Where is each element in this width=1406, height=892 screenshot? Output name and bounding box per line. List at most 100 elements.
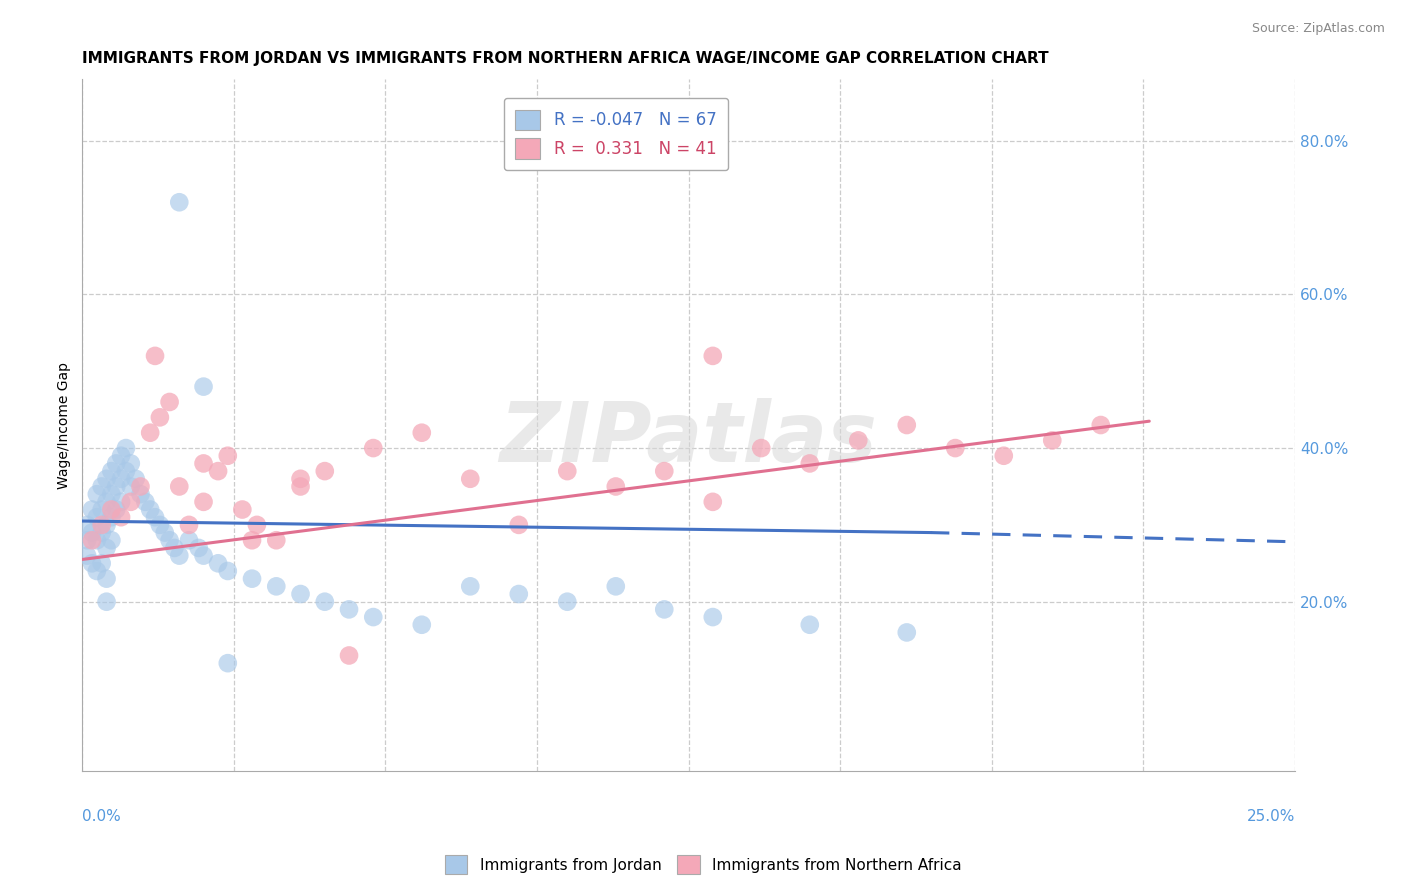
Point <box>76 549 98 563</box>
Point <box>555 595 578 609</box>
Point <box>217 449 239 463</box>
Point <box>90 556 112 570</box>
Point <box>290 479 312 493</box>
Point <box>896 625 918 640</box>
Y-axis label: Wage/Income Gap: Wage/Income Gap <box>58 361 72 489</box>
Point <box>411 617 433 632</box>
Point <box>702 349 724 363</box>
Point <box>846 434 869 448</box>
Point <box>290 587 312 601</box>
Point <box>605 479 627 493</box>
Point <box>149 517 172 532</box>
Point <box>217 656 239 670</box>
Point <box>80 556 103 570</box>
Point <box>266 579 288 593</box>
Point <box>105 502 128 516</box>
Point <box>749 441 772 455</box>
Point <box>115 464 138 478</box>
Point <box>110 449 132 463</box>
Point <box>86 564 108 578</box>
Point <box>652 602 675 616</box>
Point <box>314 464 336 478</box>
Text: 0.0%: 0.0% <box>83 809 121 823</box>
Point <box>943 441 966 455</box>
Point <box>508 587 530 601</box>
Point <box>76 517 98 532</box>
Text: IMMIGRANTS FROM JORDAN VS IMMIGRANTS FROM NORTHERN AFRICA WAGE/INCOME GAP CORREL: IMMIGRANTS FROM JORDAN VS IMMIGRANTS FRO… <box>83 51 1049 66</box>
Text: ZIPatlas: ZIPatlas <box>499 399 877 479</box>
Point <box>139 425 162 440</box>
Point <box>702 610 724 624</box>
Point <box>799 617 821 632</box>
Point <box>266 533 288 548</box>
Point <box>143 510 166 524</box>
Point <box>105 479 128 493</box>
Point <box>187 541 209 555</box>
Point <box>80 533 103 548</box>
Point <box>143 349 166 363</box>
Point <box>80 525 103 540</box>
Point <box>169 549 191 563</box>
Point <box>1090 417 1112 432</box>
Point <box>555 464 578 478</box>
Point <box>177 533 200 548</box>
Point <box>337 648 360 663</box>
Point <box>90 502 112 516</box>
Point <box>177 517 200 532</box>
Point <box>139 502 162 516</box>
Point <box>96 495 118 509</box>
Point <box>246 517 269 532</box>
Point <box>76 533 98 548</box>
Point <box>193 495 215 509</box>
Point <box>149 410 172 425</box>
Point <box>159 533 181 548</box>
Point <box>508 517 530 532</box>
Point <box>100 533 122 548</box>
Point <box>240 572 263 586</box>
Point <box>96 572 118 586</box>
Point <box>231 502 253 516</box>
Point <box>129 479 152 493</box>
Point <box>120 479 142 493</box>
Point <box>207 464 229 478</box>
Point <box>193 379 215 393</box>
Point <box>100 502 122 516</box>
Point <box>105 457 128 471</box>
Point <box>90 517 112 532</box>
Point <box>290 472 312 486</box>
Point <box>361 441 384 455</box>
Point <box>96 541 118 555</box>
Point <box>169 195 191 210</box>
Point <box>86 487 108 501</box>
Point <box>115 441 138 455</box>
Point <box>702 495 724 509</box>
Text: Source: ZipAtlas.com: Source: ZipAtlas.com <box>1251 22 1385 36</box>
Point <box>337 602 360 616</box>
Point <box>100 464 122 478</box>
Legend: Immigrants from Jordan, Immigrants from Northern Africa: Immigrants from Jordan, Immigrants from … <box>439 849 967 880</box>
Point <box>458 472 481 486</box>
Point <box>96 472 118 486</box>
Point <box>86 533 108 548</box>
Point <box>169 479 191 493</box>
Point <box>605 579 627 593</box>
Point <box>159 395 181 409</box>
Point <box>153 525 176 540</box>
Point <box>124 472 146 486</box>
Point <box>129 487 152 501</box>
Point <box>1040 434 1063 448</box>
Point <box>314 595 336 609</box>
Point <box>120 457 142 471</box>
Legend: R = -0.047   N = 67, R =  0.331   N = 41: R = -0.047 N = 67, R = 0.331 N = 41 <box>503 98 728 170</box>
Point <box>96 595 118 609</box>
Point <box>90 479 112 493</box>
Point <box>458 579 481 593</box>
Point <box>240 533 263 548</box>
Point <box>110 510 132 524</box>
Point <box>993 449 1015 463</box>
Point <box>86 510 108 524</box>
Point <box>120 495 142 509</box>
Point <box>411 425 433 440</box>
Text: 25.0%: 25.0% <box>1246 809 1295 823</box>
Point <box>80 502 103 516</box>
